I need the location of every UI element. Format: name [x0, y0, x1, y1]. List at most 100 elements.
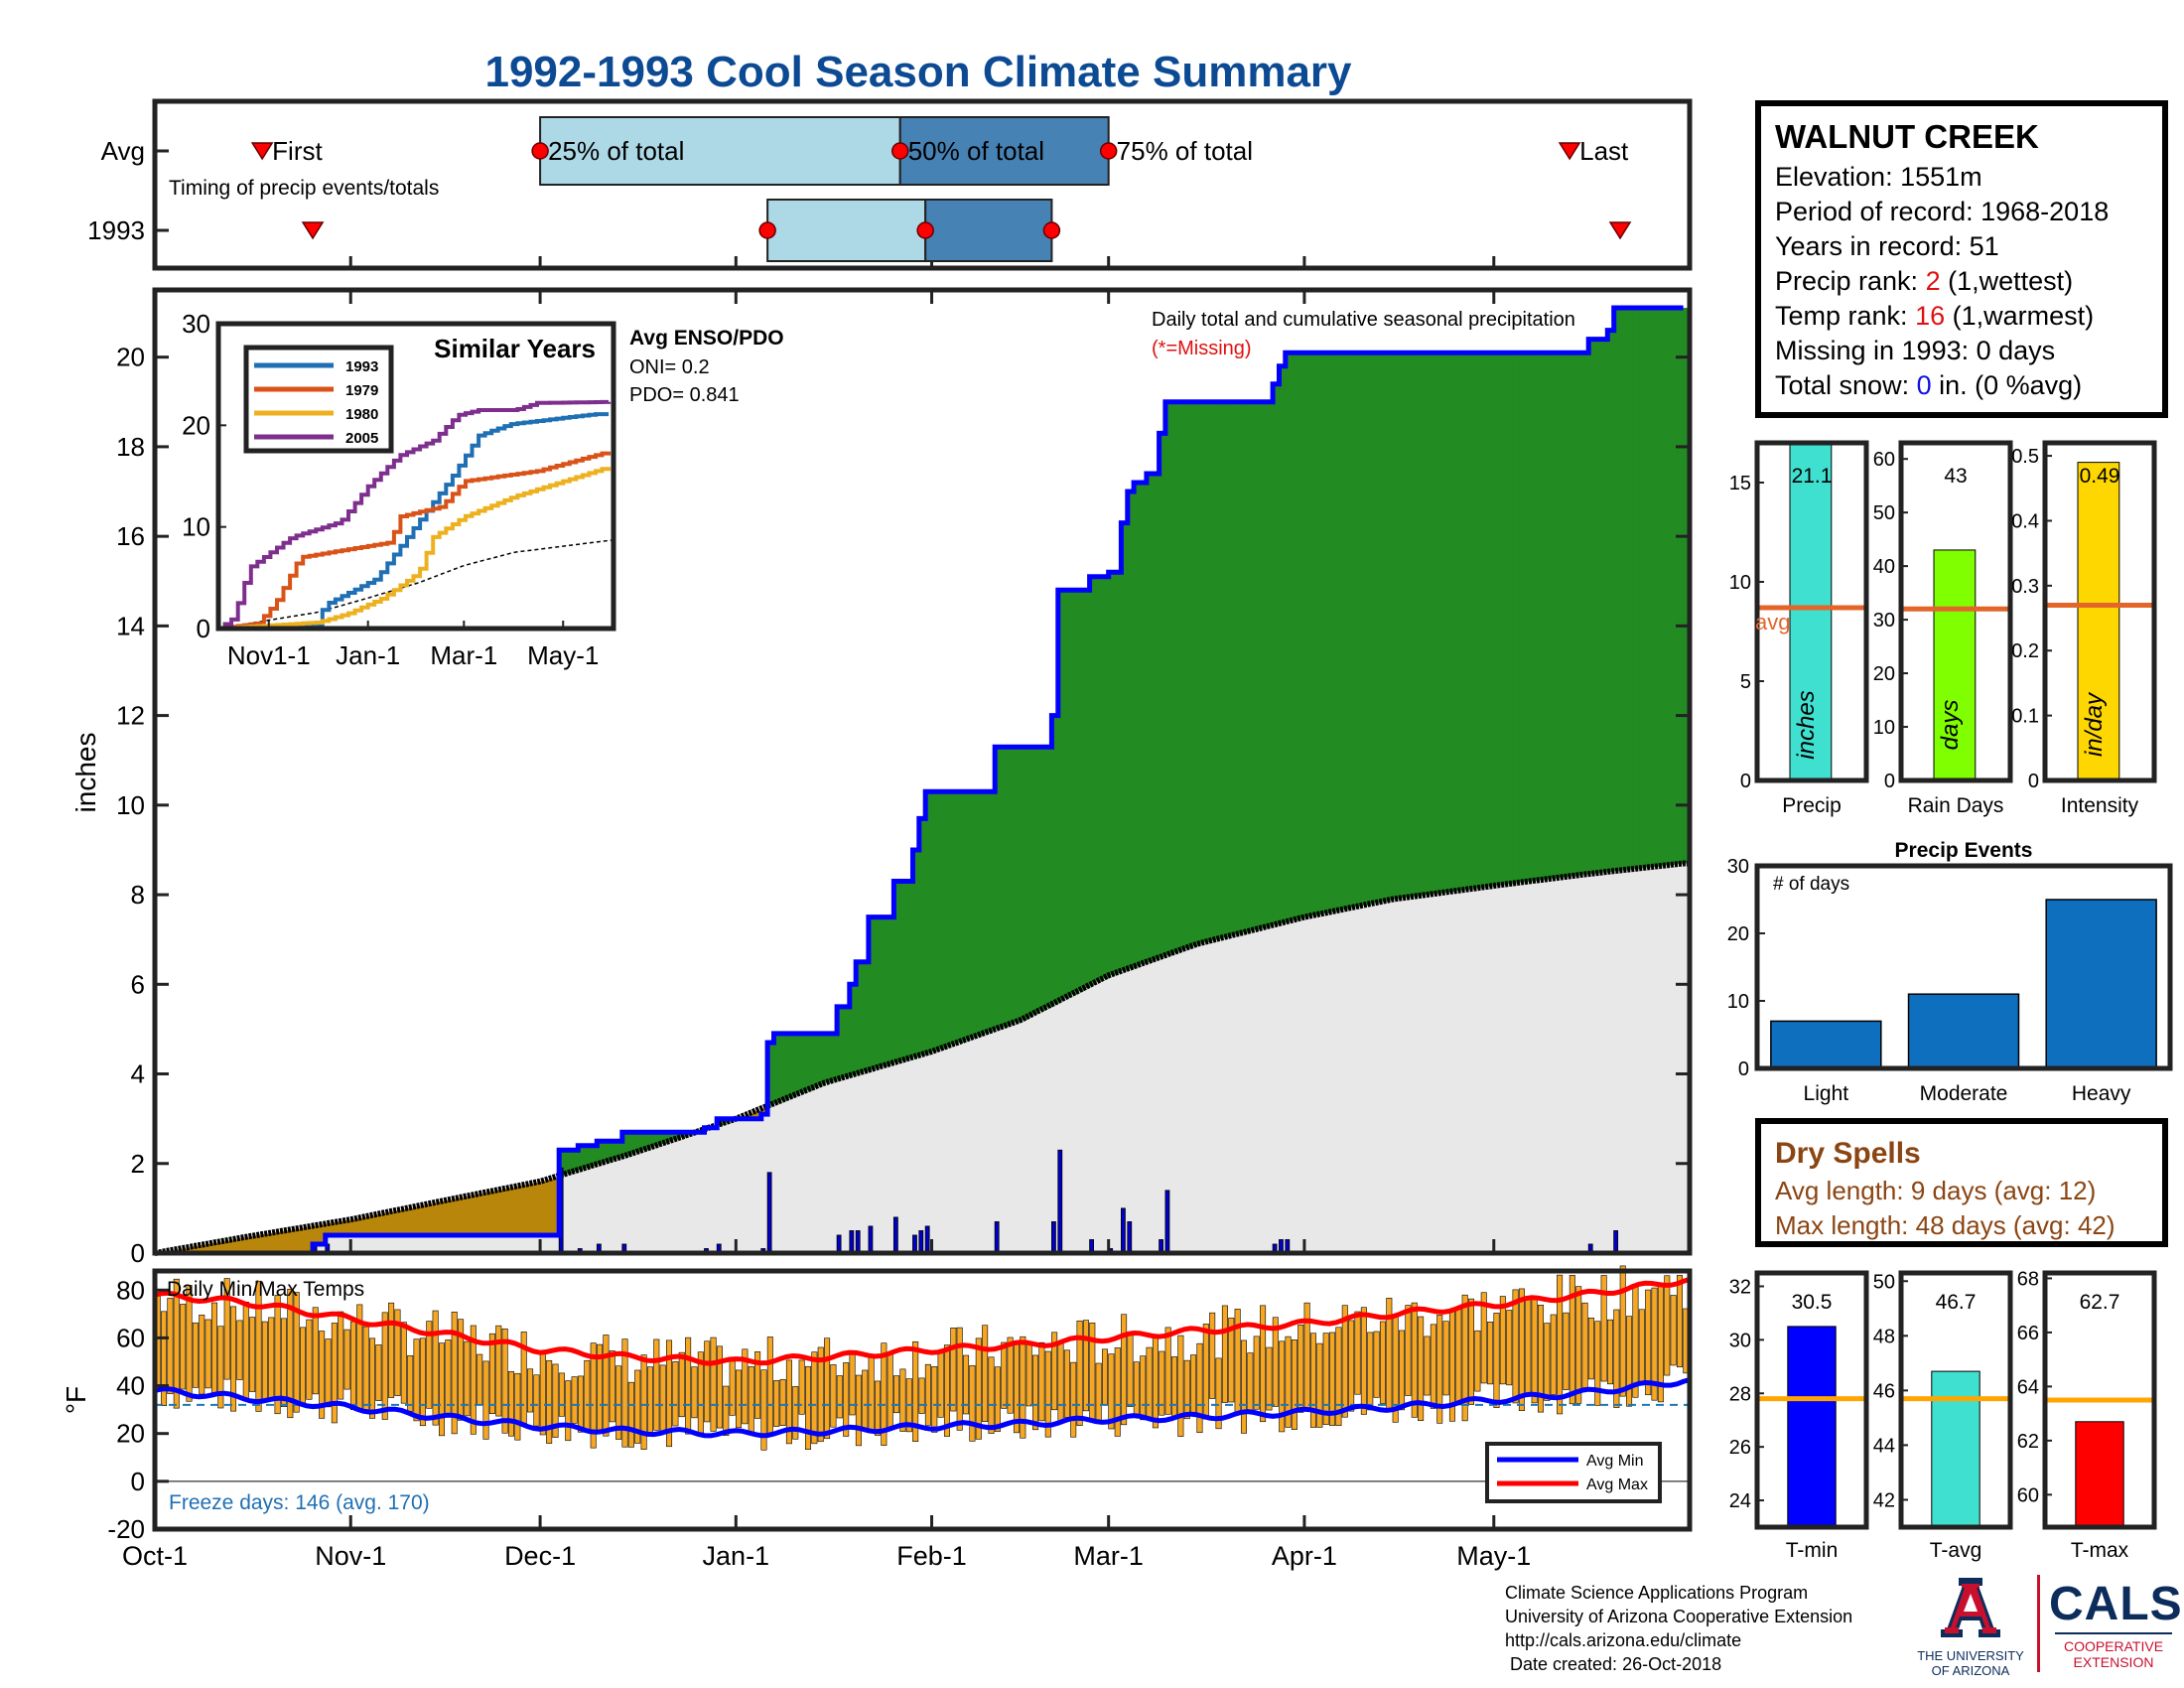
temps-y-tick-label: 60: [116, 1323, 145, 1352]
daily-temp-bar: [1279, 1340, 1286, 1433]
daily-temp-bar: [1455, 1308, 1462, 1406]
dry-spells-box: Dry Spells Avg length: 9 days (avg: 12) …: [1755, 1118, 2168, 1247]
footer-line-1: Climate Science Applications Program: [1505, 1583, 1809, 1603]
surplus-area: [1273, 383, 1281, 925]
events-frame: [1754, 863, 2173, 1071]
surplus-area: [1538, 352, 1546, 881]
daily-temp-bar: [312, 1307, 319, 1395]
temps-axes-frame: [152, 1268, 1693, 1532]
daily-temp-bar: [868, 1355, 875, 1434]
daily-temp-bar: [1430, 1324, 1436, 1409]
elevation-label: Elevation: 1551m: [1775, 162, 1982, 192]
surplus-area: [1025, 747, 1033, 1018]
event-x-label: Heavy: [2072, 1082, 2131, 1105]
deficit-area: [495, 1190, 503, 1235]
daily-temp-bar: [1171, 1356, 1178, 1419]
surplus-area: [1076, 590, 1084, 992]
daily-temp-bar: [988, 1356, 995, 1434]
surplus-area: [837, 1006, 845, 1079]
daily-temp-bar: [539, 1352, 546, 1436]
daily-temp-bar: [1316, 1342, 1323, 1428]
surplus-area: [849, 984, 857, 1076]
daily-temp-bar: [754, 1351, 761, 1419]
surplus-area: [1310, 352, 1318, 916]
daily-temp-bar: [1152, 1335, 1159, 1429]
daily-temp-bar: [1159, 1350, 1165, 1416]
season-frame: [2042, 440, 2157, 783]
x-tick-label: Apr-1: [1272, 1541, 1337, 1571]
timing-triangle: [301, 221, 325, 240]
daily-temp-bar: [943, 1344, 950, 1437]
surplus-area: [1089, 576, 1097, 985]
surplus-area: [1121, 522, 1129, 971]
surplus-area: [672, 1132, 680, 1140]
legend-label-avg-min: Avg Min: [1586, 1453, 1644, 1470]
season-y-tick-label: 40: [1873, 556, 1895, 578]
dry-spells-avg: Avg length: 9 days (avg: 12): [1775, 1176, 2097, 1205]
surplus-area: [666, 1132, 674, 1143]
daily-temp-bar: [1322, 1333, 1329, 1425]
daily-temp-bar: [210, 1302, 217, 1393]
daily-temp-bar: [862, 1369, 869, 1431]
timing-p25-label: 25% of total: [548, 136, 684, 166]
daily-temp-bar: [672, 1361, 679, 1427]
daily-temp-bar: [488, 1333, 495, 1414]
surplus-area: [578, 1145, 586, 1171]
temp-y-tick-label: 32: [1729, 1276, 1751, 1298]
deficit-area: [407, 1207, 415, 1235]
temp-frame: [1754, 1270, 1869, 1530]
daily-temp-bar: [874, 1380, 881, 1436]
deficit-area: [521, 1185, 528, 1235]
deficit-area: [439, 1201, 447, 1235]
timing-panel: Avg First 25% of total 50% of total 75% of t…: [87, 98, 1693, 271]
y-tick-label: 20: [116, 343, 145, 372]
surplus-area: [1266, 401, 1274, 927]
daily-temp-bar: [723, 1385, 730, 1437]
footer-line-2: University of Arizona Cooperative Extens…: [1505, 1607, 1853, 1626]
deficit-area: [382, 1212, 389, 1235]
surplus-area: [1064, 590, 1072, 998]
precip-axes-frame: [152, 287, 1693, 1256]
similar-years-inset: 0 10 20 30 Nov1-1 Jan-1 Mar-1 May-1 Similar Year…: [182, 309, 616, 670]
daily-temp-bar: [1613, 1309, 1620, 1408]
season-y-tick-label: 10: [1729, 572, 1751, 594]
surplus-area: [918, 818, 926, 1055]
block-a-icon: [1941, 1578, 2000, 1637]
daily-temp-bar: [830, 1364, 837, 1428]
temp-rank-prefix: Temp rank:: [1775, 301, 1916, 331]
surplus-area: [1367, 352, 1375, 905]
temp-y-tick-label: 50: [1873, 1271, 1895, 1293]
surplus-area: [1658, 308, 1666, 867]
surplus-area: [1512, 352, 1520, 884]
daily-temp-bar: [546, 1359, 553, 1444]
deficit-area: [186, 1247, 194, 1253]
season-y-tick-label: 0.4: [2011, 510, 2039, 532]
deficit-area: [319, 1224, 327, 1244]
daily-temp-bar: [1309, 1333, 1316, 1428]
y-tick-label: 18: [116, 432, 145, 462]
deficit-area: [445, 1199, 453, 1235]
daily-temp-bar: [400, 1322, 407, 1404]
daily-temp-bar: [1240, 1339, 1247, 1434]
daily-temp-bar: [817, 1346, 824, 1443]
temp-rank-suffix: (1,warmest): [1945, 301, 2095, 331]
daily-precip-bar: [1613, 1230, 1619, 1254]
season-precip-panels: 0 5 10 15 21.1 inches Precip avg 0 10 20 30 40 50 60 43…: [1729, 440, 2157, 817]
cals-logo-line-2: EXTENSION: [2073, 1654, 2154, 1670]
daily-temp-bar: [394, 1309, 401, 1396]
surplus-area: [786, 1033, 794, 1099]
daily-temp-bar: [1247, 1352, 1254, 1411]
daily-temp-bar: [1664, 1275, 1671, 1376]
surplus-area: [811, 1033, 819, 1088]
surplus-area: [1032, 747, 1040, 1014]
daily-temp-bar: [1587, 1318, 1594, 1380]
surplus-area: [1234, 401, 1242, 935]
daily-temp-bar: [1266, 1346, 1273, 1411]
daily-temp-bar: [621, 1338, 628, 1448]
surplus-area: [1581, 352, 1589, 875]
y-tick-label: 10: [116, 790, 145, 820]
surplus-area: [1500, 352, 1508, 886]
season-y-tick-label: 50: [1873, 502, 1895, 524]
x-tick-label: Feb-1: [896, 1541, 967, 1571]
daily-temp-bar: [924, 1363, 931, 1426]
